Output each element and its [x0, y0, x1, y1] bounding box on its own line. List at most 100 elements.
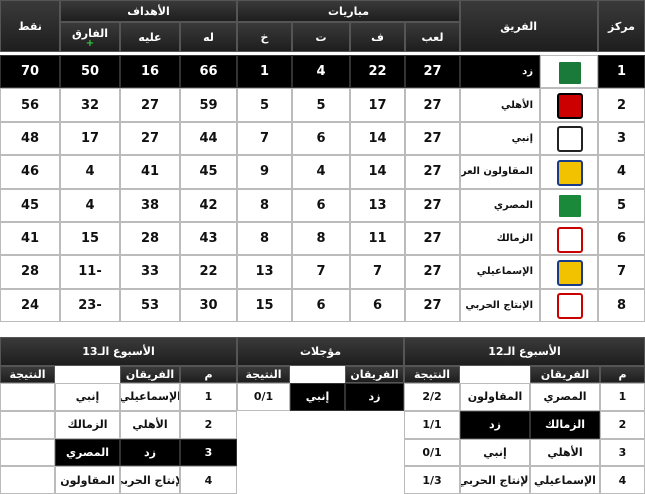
stat: 43	[180, 221, 237, 256]
stat: 70	[0, 55, 60, 89]
stat: 30	[180, 288, 237, 322]
match-result: 1/3	[404, 466, 460, 494]
logo-cell	[540, 55, 598, 89]
stat: 59	[180, 88, 237, 122]
stat: 11-	[60, 255, 120, 289]
logo-cell	[540, 255, 598, 289]
team-logo	[557, 193, 583, 220]
team-name: المقاولون	[460, 383, 530, 411]
stat: 28	[120, 221, 180, 256]
team-name: إنبي	[460, 121, 540, 156]
column-header: ت	[292, 22, 350, 52]
stat: 22	[180, 255, 237, 289]
column-header: الفريقان	[120, 366, 180, 383]
column-header: لعب	[405, 22, 460, 52]
stat: 33	[120, 255, 180, 289]
team-name: زد	[120, 438, 180, 467]
logo-cell	[540, 221, 598, 256]
stat: 4	[292, 55, 350, 89]
rank: 7	[598, 255, 645, 289]
panel-title: مؤجلات	[237, 337, 404, 366]
column-header: النتيجة	[404, 366, 460, 383]
team-name: المصري	[460, 188, 540, 222]
stat: 5	[237, 88, 292, 122]
stat: 27	[405, 121, 460, 156]
match-number: 3	[180, 438, 237, 467]
column-header: نقط	[0, 0, 60, 52]
stat: 27	[405, 288, 460, 322]
stat: 23-	[60, 288, 120, 322]
match-number: 2	[600, 410, 645, 439]
team-name: المصري	[55, 438, 120, 467]
stat: 4	[60, 188, 120, 222]
team-logo	[557, 293, 583, 320]
column-header: مركز	[598, 0, 645, 52]
team-logo	[557, 59, 583, 86]
match-number: 3	[600, 438, 645, 467]
stat: 45	[0, 188, 60, 222]
rank: 3	[598, 121, 645, 156]
column-header: النتيجة	[0, 366, 55, 383]
column-header: الفريقان	[345, 366, 404, 383]
match-result	[0, 438, 55, 467]
stat: 8	[237, 188, 292, 222]
team-logo	[557, 126, 583, 153]
column-header: له	[180, 22, 237, 52]
stat: 53	[120, 288, 180, 322]
column-header: ف	[350, 22, 405, 52]
stat: 56	[0, 88, 60, 122]
stat: 27	[405, 155, 460, 189]
team-name: الأهلي	[530, 438, 600, 467]
logo-cell	[540, 88, 598, 122]
team-name: الأهلي	[120, 410, 180, 439]
match-number: 2	[180, 410, 237, 439]
stat: 42	[180, 188, 237, 222]
match-result: 1/1	[404, 410, 460, 439]
team-name: المصري	[530, 383, 600, 411]
stat: 27	[405, 55, 460, 89]
column-header: الفريقان	[530, 366, 600, 383]
team-logo	[557, 226, 583, 253]
team-name: الزمالك	[530, 410, 600, 439]
column-header: الفريق	[460, 0, 598, 52]
stat: 7	[350, 255, 405, 289]
stat: 7	[237, 121, 292, 156]
team-name: زد	[460, 55, 540, 89]
match-result	[0, 410, 55, 439]
stat: 5	[292, 88, 350, 122]
diff-icon: +	[85, 37, 95, 49]
rank: 2	[598, 88, 645, 122]
stat: 6	[292, 121, 350, 156]
stat: 6	[350, 288, 405, 322]
team-name: المقاولون العرب	[460, 155, 540, 189]
stat: 28	[0, 255, 60, 289]
stat: 27	[120, 88, 180, 122]
stat: 24	[0, 288, 60, 322]
panel-title: الأسبوع الـ13	[0, 337, 237, 366]
stat: 6	[292, 188, 350, 222]
team-name: إنبي	[55, 383, 120, 411]
stat: 14	[350, 155, 405, 189]
team-name: الإنتاج الحربي	[460, 288, 540, 322]
team-name: المقاولون	[55, 466, 120, 494]
match-result: 2/2	[404, 383, 460, 411]
stat: 4	[292, 155, 350, 189]
column-header: الفارق +	[60, 22, 120, 52]
match-result	[0, 383, 55, 411]
match-number: 1	[180, 383, 237, 411]
stat: 38	[120, 188, 180, 222]
match-result	[0, 466, 55, 494]
team-name: الأهلي	[460, 88, 540, 122]
stat: 17	[350, 88, 405, 122]
team-name: الإسماعيلي	[460, 255, 540, 289]
team-name: الزمالك	[55, 410, 120, 439]
match-number: 1	[600, 383, 645, 411]
stat: 22	[350, 55, 405, 89]
stat: 17	[60, 121, 120, 156]
rank: 5	[598, 188, 645, 222]
stat: 44	[180, 121, 237, 156]
column-header: م	[600, 366, 645, 383]
logo-cell	[540, 121, 598, 156]
team-name: إنبي	[290, 383, 345, 411]
